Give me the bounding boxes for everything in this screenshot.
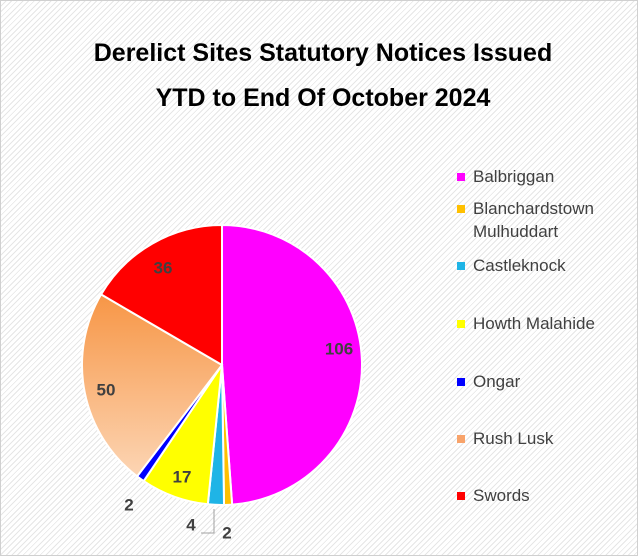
legend-swatch [457, 262, 465, 270]
data-label: 50 [97, 380, 116, 399]
pie-slice [81, 293, 224, 478]
legend-label: Swords [473, 486, 530, 505]
legend-label: Ongar [473, 372, 521, 391]
pie-slice [221, 223, 363, 506]
legend-swatch [457, 173, 465, 181]
legend-swatch [457, 378, 465, 386]
legend-label: Blanchardstown Mulhuddart [473, 199, 594, 241]
legend-label: Balbriggan [473, 167, 555, 186]
data-label: 106 [325, 339, 353, 358]
legend-label: Rush Lusk [473, 429, 554, 448]
legend-swatch [457, 320, 465, 328]
chart-title: Derelict Sites Statutory Notices Issued … [93, 39, 553, 112]
data-label: 2 [222, 523, 231, 542]
legend-label: Castleknock [473, 256, 566, 275]
leader-line [201, 509, 215, 534]
legend-label: Howth Malahide [473, 314, 595, 333]
data-label: 4 [186, 515, 196, 534]
legend-swatch [457, 205, 465, 213]
data-label: 2 [124, 495, 133, 514]
data-label: 36 [154, 258, 173, 277]
data-label: 17 [173, 467, 192, 486]
pie-slice [99, 223, 223, 367]
legend-swatch [457, 435, 465, 443]
legend-swatch [457, 492, 465, 500]
